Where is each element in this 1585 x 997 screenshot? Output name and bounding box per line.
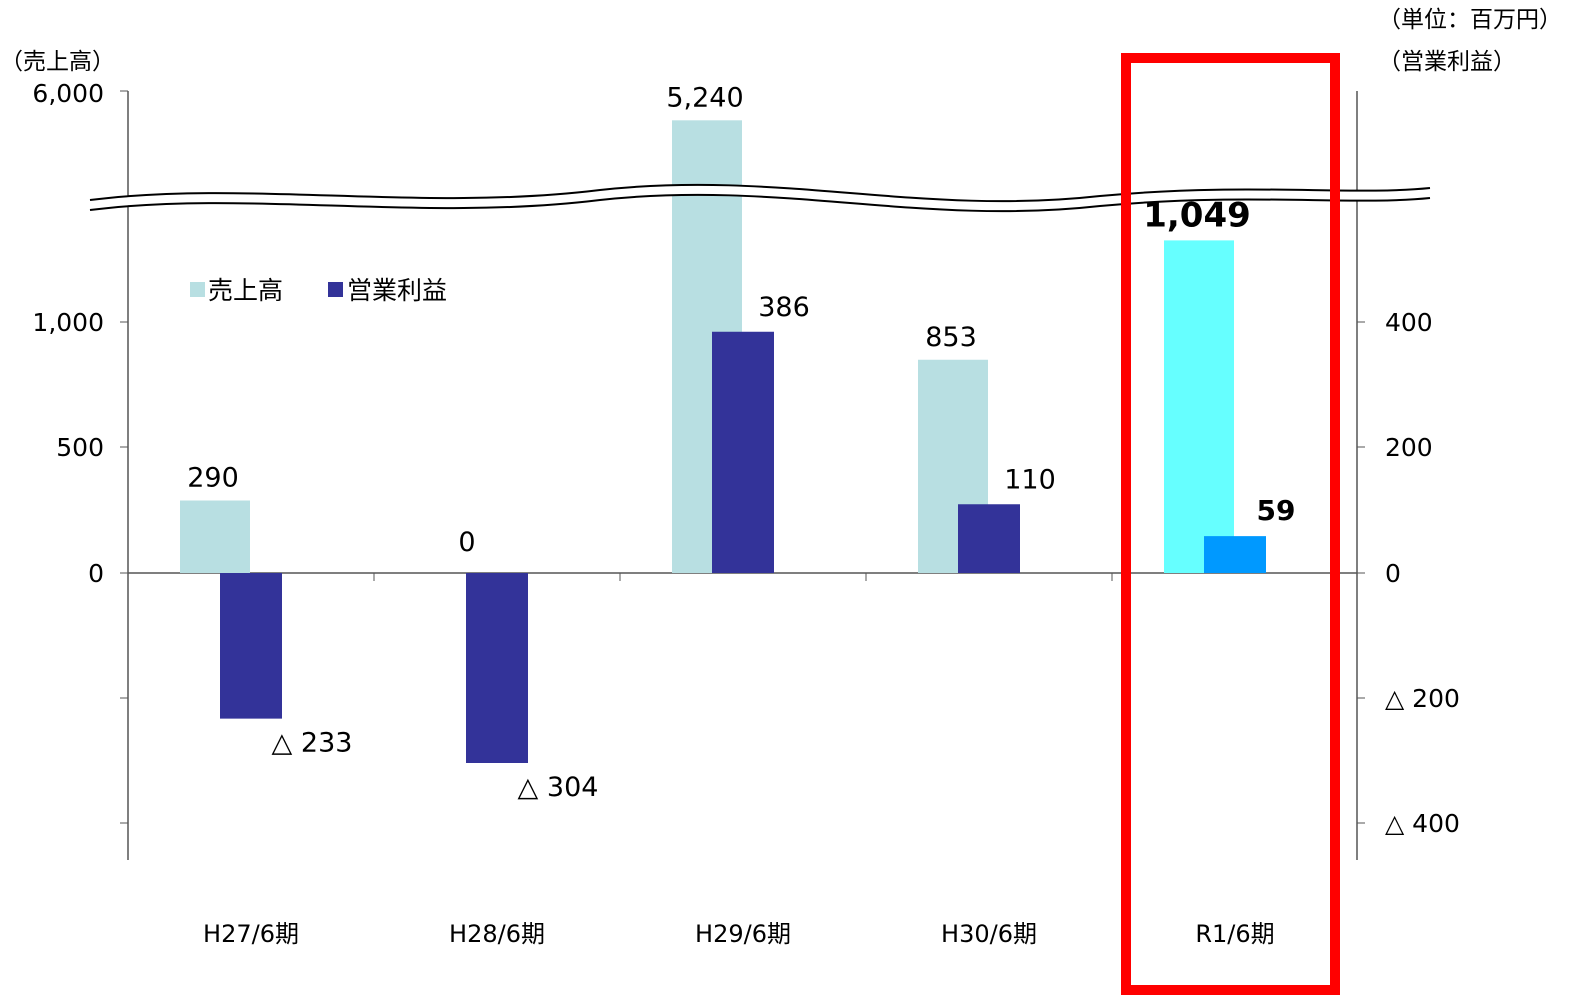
data-label-operating-profit: 110 (1004, 464, 1056, 495)
bar-operating-profit-R1/6期 (1204, 536, 1266, 573)
legend-label-sales: 売上高 (208, 276, 283, 305)
bar-operating-profit-H30/6期 (958, 504, 1020, 573)
category-label: H27/6期 (203, 920, 299, 948)
category-label: H28/6期 (449, 920, 545, 948)
right-tick-label: △ 200 (1385, 684, 1460, 713)
right-tick-label: 0 (1385, 559, 1401, 588)
left-tick-label: 1,000 (32, 308, 104, 337)
unit-note: （単位：百万円） (1378, 7, 1562, 33)
legend-swatch-sales (190, 282, 205, 297)
data-label-sales: 5,240 (666, 82, 743, 113)
bar-sales-R1/6期 (1164, 240, 1234, 573)
left-tick-label: 500 (56, 433, 104, 462)
left-axis-tick-labels: 6,000 1,000 500 0 (32, 79, 104, 588)
legend-label-operating-profit: 営業利益 (347, 276, 447, 305)
bar-sales-H27/6期 (180, 500, 250, 573)
left-axis-label: （売上高） (0, 49, 115, 75)
category-label: H29/6期 (695, 920, 791, 948)
bar-operating-profit-H29/6期 (712, 331, 774, 573)
data-label-operating-profit: 386 (758, 292, 810, 323)
legend: 売上高 営業利益 (190, 276, 447, 305)
right-axis-tick-labels: 400 200 0 △ 200 △ 400 (1385, 308, 1460, 838)
bars-layer (180, 120, 1266, 763)
data-label-operating-profit: 59 (1257, 494, 1296, 527)
category-label: R1/6期 (1195, 920, 1274, 948)
right-tick-label: △ 400 (1385, 809, 1460, 838)
data-label-operating-profit: △ 233 (272, 728, 353, 759)
data-label-sales: 0 (458, 527, 475, 558)
category-label: H30/6期 (941, 920, 1037, 948)
data-label-operating-profit: △ 304 (518, 772, 599, 803)
data-label-sales: 290 (187, 463, 239, 494)
highlight-box (1121, 53, 1340, 995)
right-tick-label: 400 (1385, 308, 1433, 337)
right-axis-ticks (1357, 321, 1365, 824)
bar-operating-profit-H27/6期 (220, 573, 282, 719)
data-label-sales: 853 (925, 322, 977, 353)
category-ticks (373, 573, 1113, 581)
axis-break (89, 183, 1431, 213)
right-tick-label: 200 (1385, 433, 1433, 462)
category-labels: H27/6期 H28/6期 H29/6期 H30/6期 R1/6期 (203, 920, 1275, 948)
right-axis-label: （営業利益） (1378, 49, 1516, 75)
left-tick-label: 6,000 (32, 79, 104, 108)
legend-swatch-operating-profit (328, 282, 343, 297)
bar-operating-profit-H28/6期 (466, 573, 528, 763)
left-tick-label: 0 (88, 559, 104, 588)
left-axis-ticks (120, 90, 128, 824)
